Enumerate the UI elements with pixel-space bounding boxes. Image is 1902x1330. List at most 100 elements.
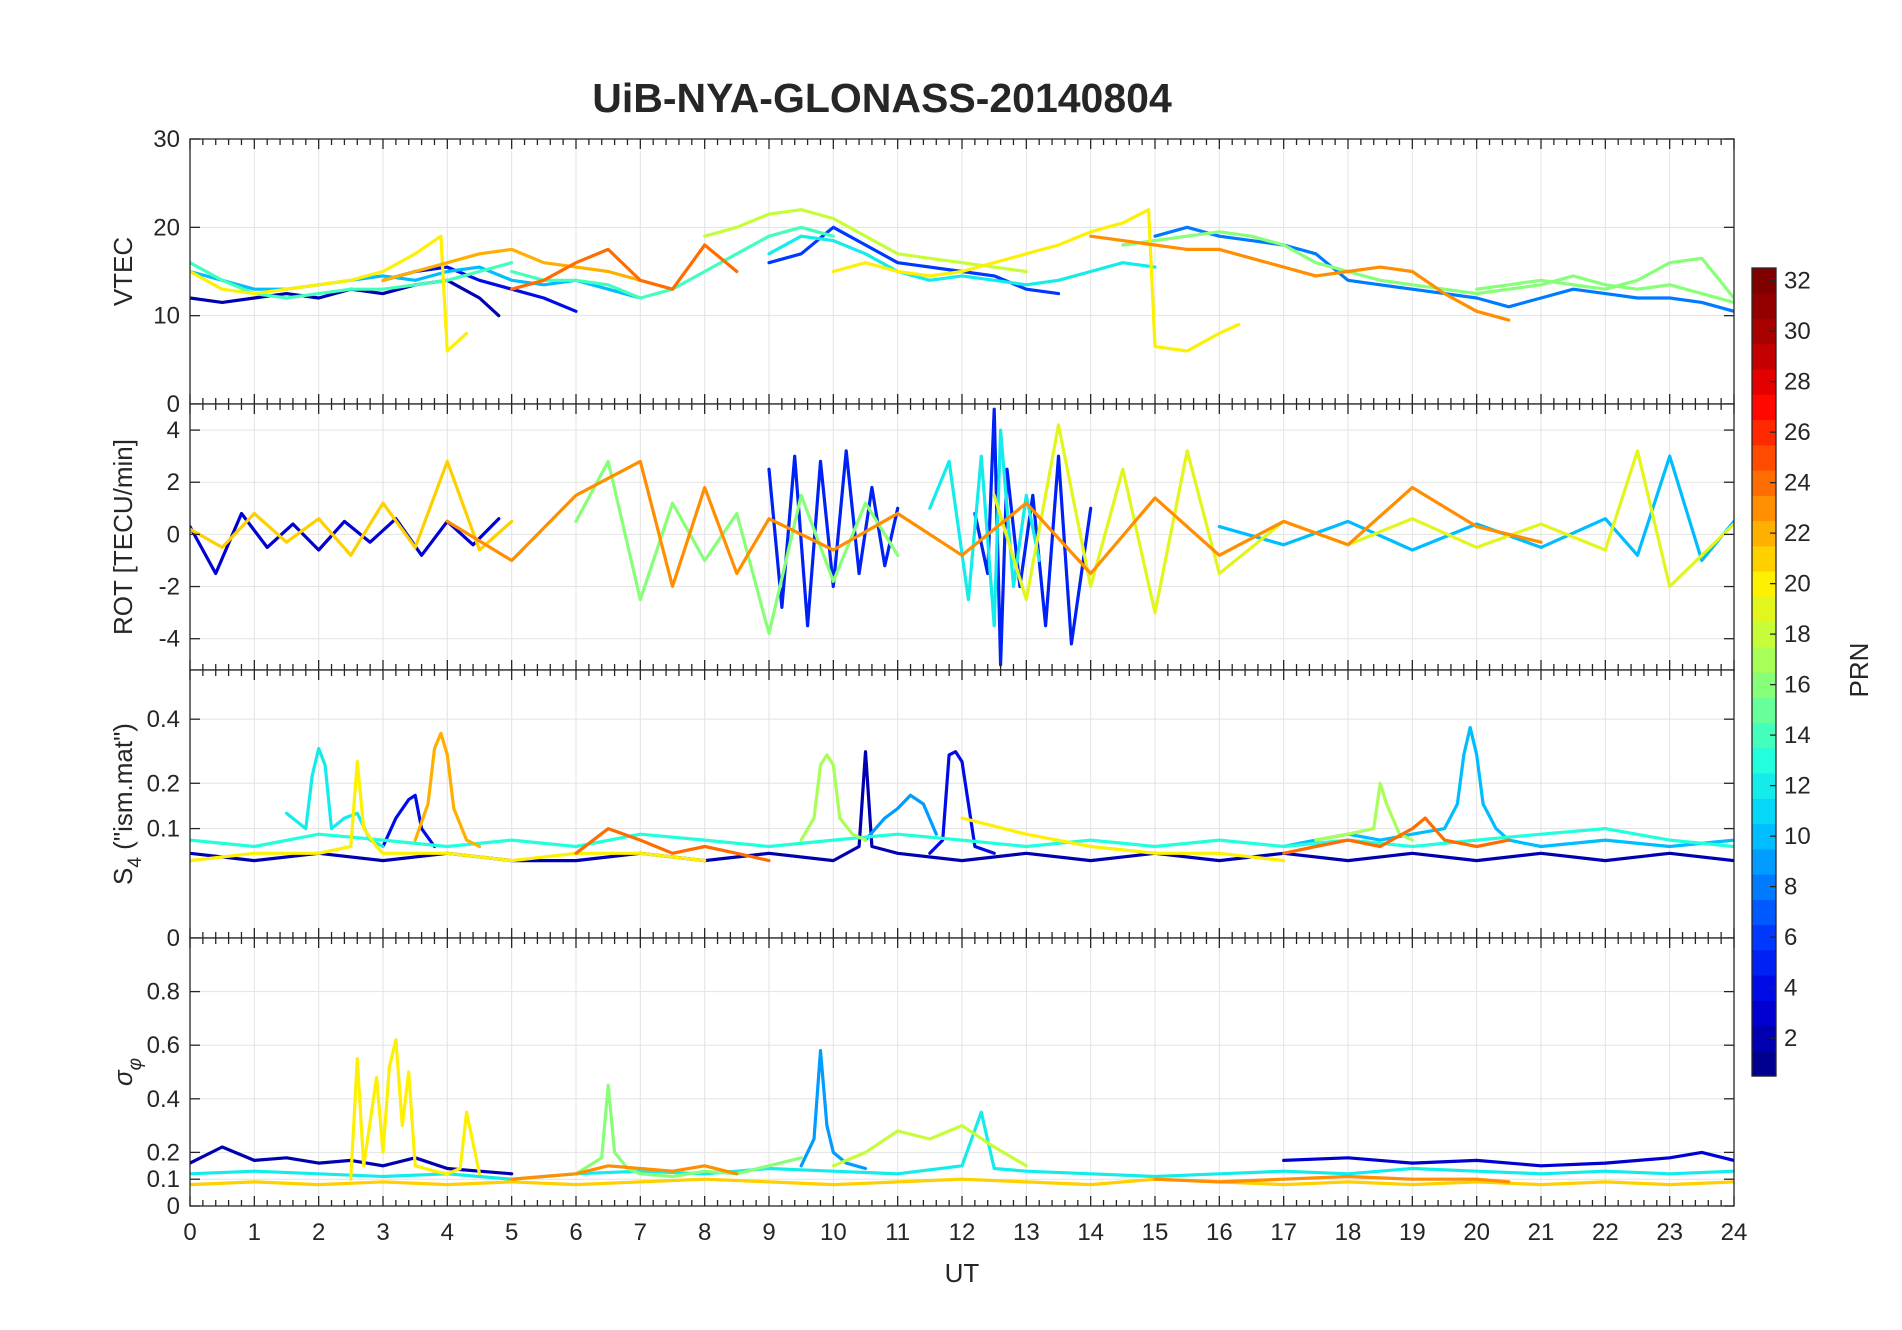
colorbar-segment — [1752, 1050, 1776, 1077]
y-tick-label: 0 — [167, 391, 180, 418]
series-line-prn-13 — [190, 826, 1734, 849]
y-tick-label: 30 — [153, 126, 180, 153]
colorbar-tick-label: 26 — [1784, 419, 1811, 446]
y-tick-label: 0.1 — [147, 1166, 180, 1193]
series-line-prn-9 — [863, 793, 938, 842]
panel-rot: -4 -2 0 2 4 ROT [TECU/min] — [108, 403, 1735, 671]
colorbar-label: PRN — [1844, 643, 1874, 698]
colorbar-segment — [1752, 545, 1776, 572]
colorbar-tick-label: 6 — [1784, 924, 1797, 951]
colorbar-tick-label: 2 — [1784, 1025, 1797, 1052]
colorbar-segment — [1752, 798, 1776, 825]
x-tick-label: 19 — [1399, 1219, 1426, 1246]
colorbar-segment — [1752, 747, 1776, 774]
y-axis-label: VTEC — [108, 237, 138, 306]
x-tick-label: 0 — [183, 1219, 196, 1246]
series-group — [190, 407, 1734, 667]
x-tick-label: 10 — [820, 1219, 847, 1246]
y-axis-label: ROT [TECU/min] — [108, 439, 138, 635]
series-line-prn-20 — [349, 1038, 482, 1181]
series-group — [190, 725, 1734, 863]
series-line-prn-20 — [960, 816, 1286, 863]
chart-title: UiB-NYA-GLONASS-20140804 — [592, 75, 1172, 121]
y-axis-label: S4 ("ism.mat") — [108, 723, 146, 885]
colorbar-segment — [1752, 343, 1776, 370]
series-line-prn-16 — [574, 459, 900, 636]
series-line-prn-12 — [190, 1110, 1734, 1181]
series-line-prn-23 — [510, 1164, 739, 1181]
series-line-prn-4 — [928, 750, 996, 855]
y-axis-label-main: S — [108, 868, 138, 885]
y-axis-label: σφ — [108, 1058, 146, 1086]
series-line-prn-17 — [799, 753, 868, 842]
x-tick-label: 6 — [569, 1219, 582, 1246]
series-group — [190, 1038, 1734, 1187]
x-tick-label: 22 — [1592, 1219, 1619, 1246]
x-tick-label: 13 — [1013, 1219, 1040, 1246]
x-tick-label: 12 — [949, 1219, 976, 1246]
y-axis-label-main: σ — [108, 1069, 138, 1086]
series-line-prn-10 — [1217, 454, 1734, 563]
y-tick-label: 2 — [167, 469, 180, 496]
y-tick-label: 0.4 — [147, 1086, 180, 1113]
y-tick-label: 20 — [153, 214, 180, 241]
series-line-prn-5 — [973, 407, 1093, 667]
series-line-prn-5 — [767, 449, 900, 628]
x-tick-label: 18 — [1335, 1219, 1362, 1246]
x-tick-label: 21 — [1528, 1219, 1555, 1246]
y-tick-label: 0.4 — [147, 706, 180, 733]
series-line-prn-4 — [381, 793, 437, 849]
series-line-prn-3 — [1282, 1150, 1734, 1168]
series-line-prn-9 — [799, 1048, 868, 1171]
colorbar-tick-label: 14 — [1784, 722, 1811, 749]
series-line-prn-20 — [190, 234, 469, 353]
y-tick-label: -4 — [159, 626, 180, 653]
y-tick-label: 0.1 — [147, 816, 180, 843]
colorbar-tick-label: 24 — [1784, 470, 1811, 497]
colorbar-segment — [1752, 646, 1776, 673]
series-line-prn-22 — [381, 247, 642, 282]
series-line-prn-18 — [831, 1123, 1028, 1168]
x-tick-label: 20 — [1463, 1219, 1490, 1246]
y-tick-label: 0.2 — [147, 1139, 180, 1166]
series-line-prn-23 — [1089, 234, 1511, 322]
y-tick-label: 0.8 — [147, 979, 180, 1006]
y-tick-label: 4 — [167, 417, 180, 444]
series-line-prn-20 — [831, 208, 1241, 353]
colorbar-segment — [1752, 1000, 1776, 1027]
colorbar-segment — [1752, 848, 1776, 875]
series-line-prn-14 — [190, 261, 514, 300]
series-line-prn-24 — [1282, 816, 1511, 855]
colorbar-segment — [1752, 495, 1776, 522]
y-tick-label: 10 — [153, 303, 180, 330]
x-tick-label: 9 — [762, 1219, 775, 1246]
colorbar-tick-label: 18 — [1784, 621, 1811, 648]
colorbar-tick-label: 16 — [1784, 672, 1811, 699]
y-tick-label: 0.2 — [147, 770, 180, 797]
series-line-prn-24 — [510, 243, 739, 291]
series-line-prn-16 — [1121, 230, 1734, 304]
series-line-prn-21 — [190, 1177, 1734, 1187]
panel-vtec: 0 10 20 30 VTEC — [108, 126, 1735, 418]
colorbar-frame — [1751, 267, 1777, 1077]
series-line-prn-23 — [1153, 1174, 1511, 1184]
y-axis-label-tail: ("ism.mat") — [108, 723, 138, 857]
colorbar-tick-label: 20 — [1784, 571, 1811, 598]
series-line-prn-23 — [445, 459, 1543, 589]
colorbar-segment — [1752, 293, 1776, 320]
x-tick-label: 17 — [1270, 1219, 1297, 1246]
series-line-prn-16 — [574, 1083, 803, 1179]
colorbar-tick-label: 32 — [1784, 268, 1811, 295]
y-tick-label: 0 — [167, 521, 180, 548]
series-line-prn-12 — [928, 428, 1041, 628]
series-line-prn-24 — [574, 826, 771, 863]
colorbar-segment — [1752, 899, 1776, 926]
y-tick-label: -2 — [159, 574, 180, 601]
x-tick-label: 23 — [1656, 1219, 1683, 1246]
colorbar-segment — [1752, 444, 1776, 471]
y-tick-label: 0 — [167, 1193, 180, 1220]
x-axis-label: UT — [945, 1258, 980, 1288]
colorbar-tick-label: 8 — [1784, 874, 1797, 901]
